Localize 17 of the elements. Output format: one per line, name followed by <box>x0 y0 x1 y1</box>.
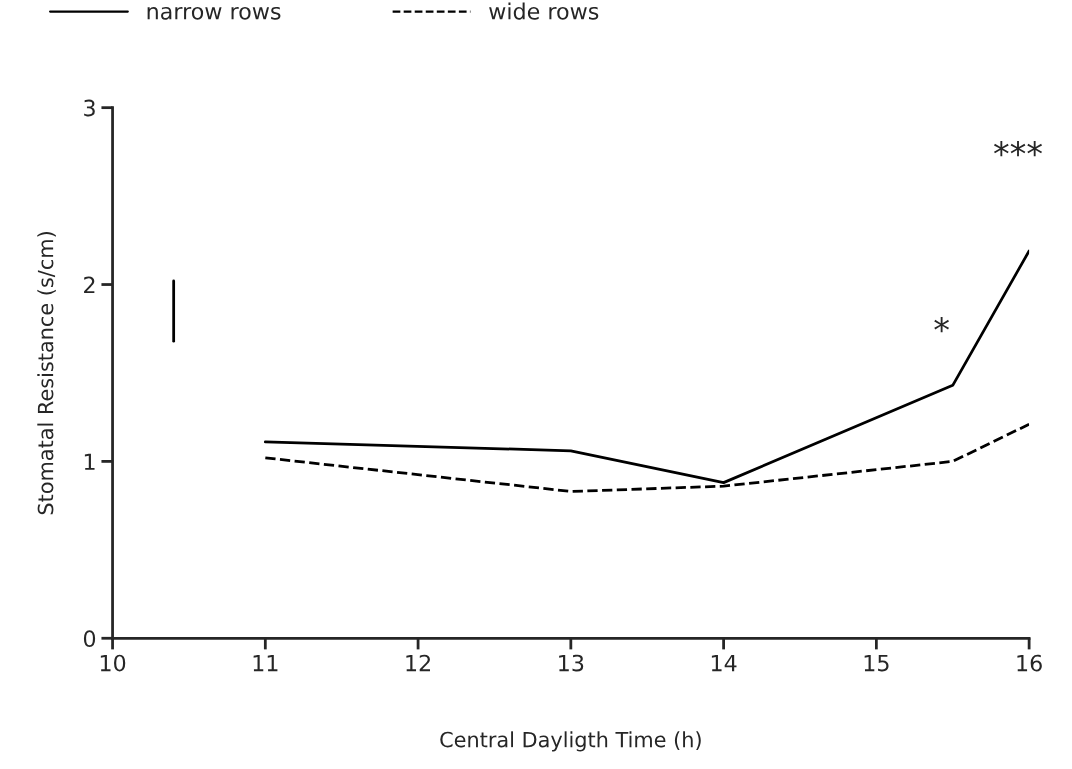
x-tick-label: 11 <box>253 654 278 672</box>
x-tick-label: 16 <box>1017 654 1042 672</box>
legend-label: narrow rows <box>147 6 281 20</box>
y-tick-label: 3 <box>84 99 95 117</box>
legend-label: wide rows <box>489 2 599 20</box>
x-tick-label: 10 <box>100 654 126 672</box>
x-tick-label: 14 <box>711 654 737 672</box>
annotation: * <box>934 317 949 333</box>
x-tick-label: 13 <box>559 654 584 672</box>
x-tick-label: 15 <box>864 654 889 672</box>
y-tick-label: 1 <box>84 453 95 470</box>
annotation: *** <box>994 140 1043 157</box>
y-axis-title: Stomatal Resistance (s/cm) <box>37 232 56 515</box>
x-tick-label: 12 <box>406 654 430 672</box>
y-tick-label: 2 <box>84 276 95 293</box>
y-tick-label: 0 <box>83 630 96 648</box>
x-axis-title: Central Dayligth Time (h) <box>440 731 701 752</box>
